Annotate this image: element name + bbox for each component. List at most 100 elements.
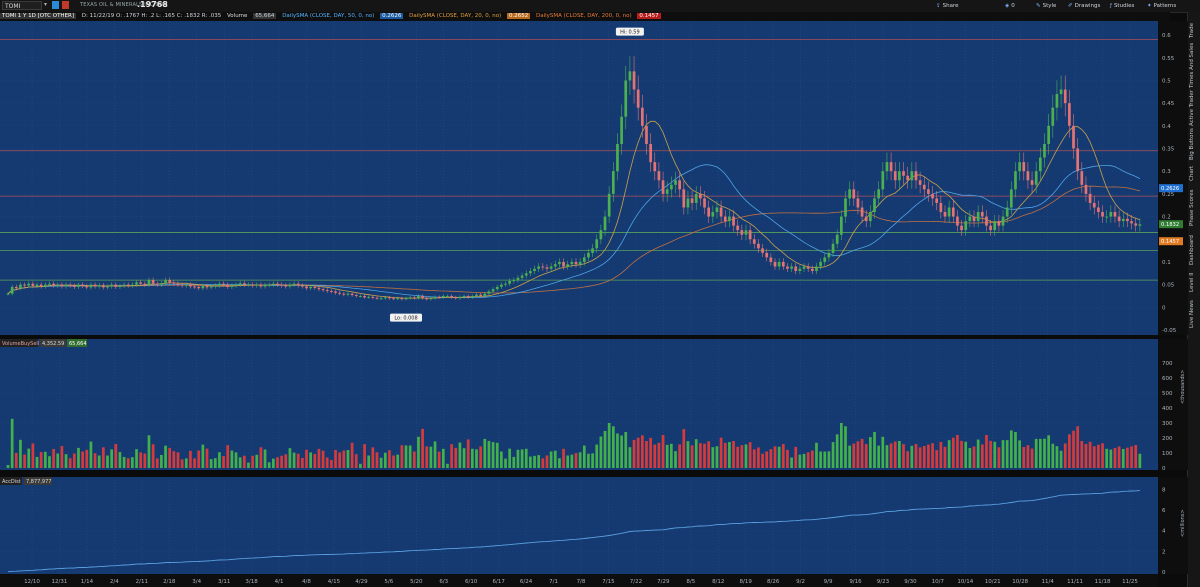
candle[interactable]	[1068, 103, 1071, 126]
volume-bar[interactable]	[1084, 444, 1088, 468]
candle[interactable]	[193, 286, 196, 288]
volume-bar[interactable]	[1018, 440, 1021, 468]
volume-bar[interactable]	[354, 454, 358, 468]
candle[interactable]	[649, 143, 652, 163]
candle[interactable]	[1014, 171, 1017, 190]
candle[interactable]	[611, 171, 615, 194]
candle[interactable]	[686, 198, 690, 208]
volume-bar[interactable]	[781, 444, 785, 468]
candle[interactable]	[906, 175, 910, 181]
candle[interactable]	[898, 171, 901, 181]
volume-bar[interactable]	[603, 430, 607, 468]
candle[interactable]	[781, 261, 785, 267]
candle[interactable]	[690, 198, 694, 203]
candle[interactable]	[1026, 171, 1030, 181]
volume-bar[interactable]	[504, 458, 507, 468]
candle[interactable]	[251, 284, 254, 286]
volume-bar[interactable]	[176, 452, 180, 468]
volume-bar[interactable]	[110, 449, 113, 468]
candle[interactable]	[508, 280, 512, 284]
candle[interactable]	[242, 283, 246, 285]
volume-bar[interactable]	[1134, 445, 1138, 468]
candle[interactable]	[160, 283, 163, 285]
volume-bar[interactable]	[475, 449, 478, 468]
candle[interactable]	[43, 284, 47, 287]
volume-bar[interactable]	[980, 444, 984, 468]
candle[interactable]	[869, 212, 872, 222]
volume-bar[interactable]	[699, 443, 702, 468]
volume-bar[interactable]	[143, 453, 147, 468]
candle[interactable]	[131, 284, 134, 286]
volume-bar[interactable]	[471, 448, 474, 468]
candle[interactable]	[392, 298, 395, 300]
volume-bar[interactable]	[1097, 444, 1100, 468]
candle[interactable]	[1051, 107, 1055, 126]
volume-bar[interactable]	[392, 455, 395, 468]
volume-study-tag[interactable]	[0, 339, 38, 347]
volume-bar[interactable]	[790, 457, 793, 469]
volume-bar[interactable]	[852, 443, 856, 468]
candle[interactable]	[189, 284, 192, 287]
volume-bar[interactable]	[284, 454, 288, 468]
candle[interactable]	[699, 193, 702, 199]
volume-bar[interactable]	[562, 448, 565, 468]
volume-bar[interactable]	[184, 458, 188, 468]
candle[interactable]	[1097, 207, 1100, 213]
candle[interactable]	[632, 71, 636, 90]
volume-bar[interactable]	[205, 448, 209, 468]
candle[interactable]	[537, 266, 541, 269]
volume-bar[interactable]	[1055, 446, 1059, 468]
candle[interactable]	[1130, 221, 1133, 224]
candle[interactable]	[338, 292, 342, 294]
candle[interactable]	[375, 297, 379, 299]
candle[interactable]	[1121, 218, 1125, 222]
volume-bar[interactable]	[740, 445, 744, 468]
volume-bar[interactable]	[491, 442, 495, 468]
volume-bar[interactable]	[889, 443, 893, 468]
volume-bar[interactable]	[72, 453, 76, 468]
candle[interactable]	[902, 171, 905, 176]
candle[interactable]	[719, 207, 723, 217]
symbol-dropdown-icon[interactable]: ▾	[44, 1, 48, 8]
volume-bar[interactable]	[81, 451, 84, 468]
candle[interactable]	[1138, 224, 1142, 226]
candle[interactable]	[23, 284, 26, 286]
candle[interactable]	[943, 212, 947, 217]
volume-bar[interactable]	[819, 451, 822, 469]
volume-bar[interactable]	[31, 443, 35, 468]
candle[interactable]	[939, 202, 943, 213]
candle[interactable]	[267, 284, 271, 286]
candle[interactable]	[931, 193, 934, 199]
candle[interactable]	[309, 286, 313, 289]
volume-bar[interactable]	[367, 455, 371, 468]
candle[interactable]	[587, 252, 590, 258]
volume-bar[interactable]	[512, 456, 516, 468]
candle[interactable]	[276, 283, 279, 285]
volume-bar[interactable]	[549, 451, 553, 469]
chart-area[interactable]: 0.60.550.50.450.40.350.30.250.20.150.10.…	[0, 21, 1188, 587]
volume-bar[interactable]	[1076, 426, 1080, 468]
toolbar-style-button[interactable]: ✎ Style	[1036, 1, 1056, 11]
volume-bar[interactable]	[670, 443, 673, 468]
candle[interactable]	[1030, 180, 1034, 185]
candle[interactable]	[711, 212, 715, 217]
candle[interactable]	[951, 207, 955, 217]
volume-bar[interactable]	[151, 444, 155, 468]
volume-bar[interactable]	[305, 449, 308, 468]
volume-bar[interactable]	[1080, 441, 1084, 468]
candle[interactable]	[910, 171, 914, 181]
volume-bar[interactable]	[317, 448, 321, 468]
candle[interactable]	[707, 207, 711, 217]
volume-bar[interactable]	[425, 446, 429, 468]
candle[interactable]	[491, 289, 495, 292]
volume-bar[interactable]	[636, 437, 640, 468]
toolbar-studies-button[interactable]: ƒ Studies	[1110, 1, 1134, 11]
volume-bar[interactable]	[238, 457, 242, 468]
candle[interactable]	[852, 189, 856, 199]
candle[interactable]	[292, 283, 296, 285]
candle[interactable]	[765, 252, 769, 258]
candle[interactable]	[19, 284, 22, 289]
candle[interactable]	[39, 284, 43, 287]
volume-study-label[interactable]: Volume	[226, 13, 248, 19]
candle[interactable]	[694, 193, 698, 203]
